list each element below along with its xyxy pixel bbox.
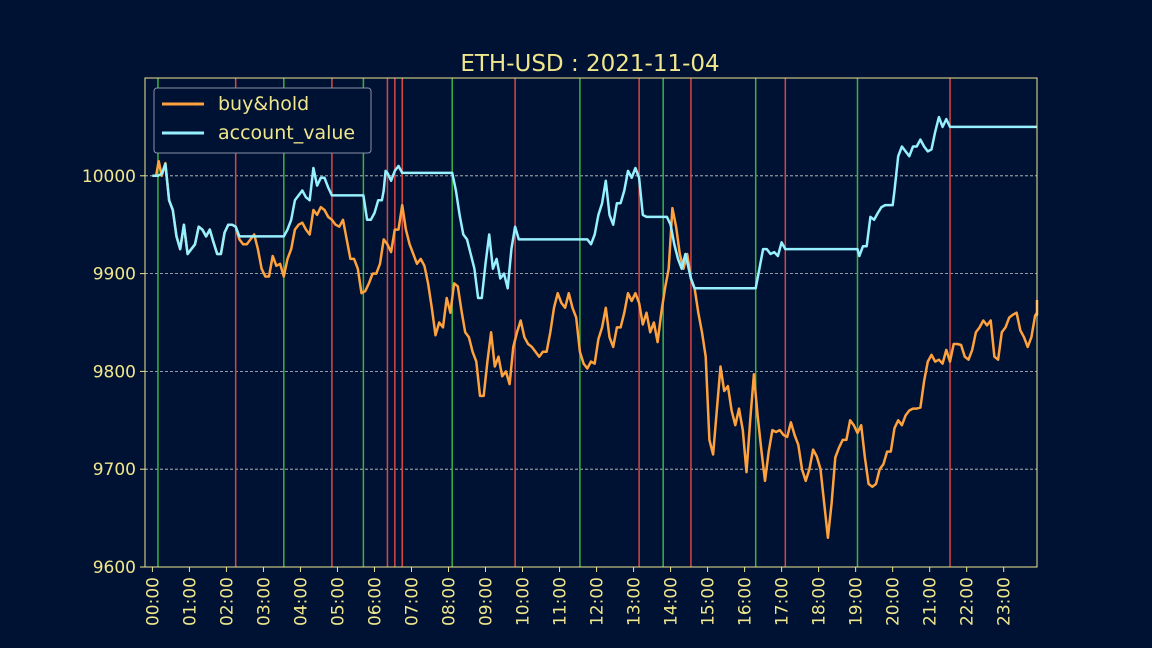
x-tick-label: 12:00	[588, 577, 608, 626]
x-tick-label: 03:00	[254, 577, 274, 626]
x-tick-label: 18:00	[810, 577, 830, 626]
x-tick-label: 22:00	[958, 577, 978, 626]
x-tick-label: 21:00	[921, 577, 941, 626]
y-tick-label: 9800	[93, 362, 136, 382]
x-tick-label: 08:00	[440, 577, 460, 626]
y-tick-label: 10000	[82, 167, 136, 187]
x-tick-label: 01:00	[180, 577, 200, 626]
y-axis-ticks: 9600 9700 9800 9900 10000	[82, 167, 145, 578]
x-tick-label: 05:00	[328, 577, 348, 626]
x-tick-label: 07:00	[402, 577, 422, 626]
axes	[144, 77, 1038, 568]
grid-lines	[145, 175, 1037, 470]
series-line-account-value	[152, 115, 1037, 300]
x-tick-label: 09:00	[477, 577, 497, 626]
y-tick-label: 9600	[93, 558, 136, 578]
legend: buy&hold account_value	[153, 87, 372, 154]
signal-lines	[157, 78, 951, 567]
x-tick-label: 23:00	[995, 577, 1015, 626]
x-tick-label: 17:00	[773, 577, 793, 626]
x-tick-label: 15:00	[699, 577, 719, 626]
plot-frame	[144, 77, 1038, 568]
chart-title: ETH-USD : 2021-11-04	[460, 51, 719, 77]
legend-label-account-value: account_value	[218, 122, 355, 144]
legend-box	[153, 87, 372, 154]
x-tick-label: 16:00	[736, 577, 756, 626]
x-tick-label: 10:00	[514, 577, 534, 626]
legend-label-buy-hold: buy&hold	[218, 93, 309, 115]
y-tick-label: 9900	[93, 265, 136, 285]
x-tick-label: 14:00	[662, 577, 682, 626]
x-tick-label: 13:00	[625, 577, 645, 626]
series-line-buy-hold	[152, 159, 1039, 539]
x-tick-label: 00:00	[143, 577, 163, 626]
x-tick-label: 20:00	[884, 577, 904, 626]
y-tick-label: 9700	[93, 460, 136, 480]
x-tick-label: 04:00	[291, 577, 311, 626]
x-tick-label: 06:00	[365, 577, 385, 626]
x-tick-label: 02:00	[217, 577, 237, 626]
x-tick-label: 11:00	[551, 577, 571, 626]
x-tick-label: 19:00	[847, 577, 867, 626]
series-lines	[152, 115, 1039, 539]
x-axis-ticks: 00:00 01:00 02:00 03:00 04:00 05:00 06:00 07:00…	[143, 567, 1015, 626]
